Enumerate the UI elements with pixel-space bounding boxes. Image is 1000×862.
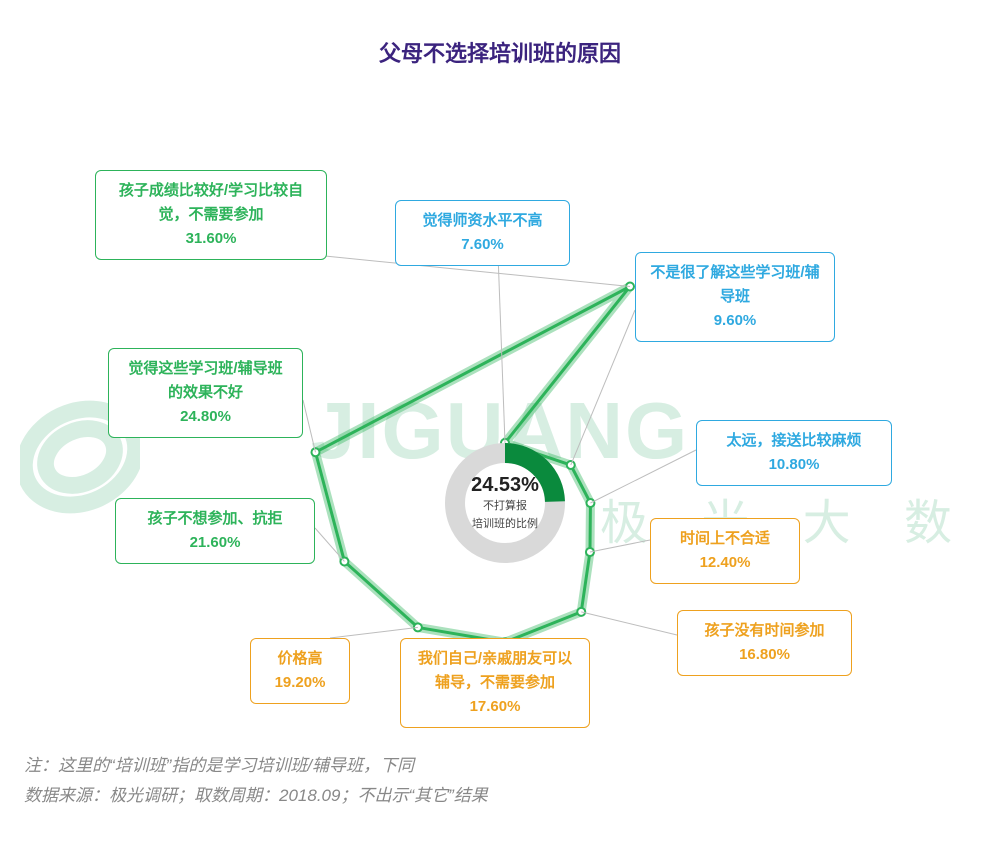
callout-label: 孩子不想参加、抗拒 [147, 510, 282, 527]
callout-percent: 16.80% [690, 643, 839, 667]
callout-n7: 我们自己/亲戚朋友可以辅导，不需要参加 17.60% [400, 638, 590, 728]
donut-percent: 24.53% [471, 474, 539, 497]
callout-percent: 24.80% [121, 405, 290, 429]
callout-label: 觉得这些学习班/辅导班的效果不好 [128, 360, 282, 401]
callout-percent: 12.40% [663, 551, 787, 575]
callout-percent: 19.20% [263, 671, 337, 695]
callout-label: 孩子成绩比较好/学习比较自觉，不需要参加 [119, 182, 303, 223]
callout-n10: 觉得这些学习班/辅导班的效果不好 24.80% [108, 348, 303, 438]
callout-label: 太远，接送比较麻烦 [726, 432, 861, 449]
callout-n1: 孩子成绩比较好/学习比较自觉，不需要参加 31.60% [95, 170, 327, 260]
callout-label: 价格高 [277, 650, 322, 667]
callout-n2: 觉得师资水平不高 7.60% [395, 200, 570, 266]
callout-n3: 不是很了解这些学习班/辅导班 9.60% [635, 252, 835, 342]
callout-label: 孩子没有时间参加 [704, 622, 824, 639]
callout-label: 觉得师资水平不高 [422, 212, 542, 229]
chart-title: 父母不选择培训班的原因 [0, 36, 1000, 68]
donut-chart: 24.53% 不打算报 培训班的比例 [440, 438, 570, 568]
callout-n4: 太远，接送比较麻烦 10.80% [696, 420, 892, 486]
chart-area: 24.53% 不打算报 培训班的比例 孩子成绩比较好/学习比较自觉，不需要参加 3… [0, 80, 1000, 760]
callout-n5: 时间上不合适 12.40% [650, 518, 800, 584]
footnote-line-2: 数据来源：极光调研；取数周期：2018.09；不出示“其它”结果 [24, 781, 488, 812]
callout-label: 我们自己/亲戚朋友可以辅导，不需要参加 [418, 650, 572, 691]
callout-percent: 10.80% [709, 453, 879, 477]
callout-n9: 孩子不想参加、抗拒 21.60% [115, 498, 315, 564]
callout-percent: 9.60% [648, 309, 822, 333]
callout-percent: 17.60% [413, 695, 577, 719]
callout-label: 不是很了解这些学习班/辅导班 [650, 264, 819, 305]
callout-n6: 孩子没有时间参加 16.80% [677, 610, 852, 676]
callout-label: 时间上不合适 [680, 530, 770, 547]
callout-n8: 价格高 19.20% [250, 638, 350, 704]
callout-percent: 31.60% [108, 227, 314, 251]
callout-percent: 21.60% [128, 531, 302, 555]
callout-percent: 7.60% [408, 233, 557, 257]
donut-label-1: 不打算报 [483, 499, 527, 514]
donut-label-2: 培训班的比例 [472, 517, 538, 532]
